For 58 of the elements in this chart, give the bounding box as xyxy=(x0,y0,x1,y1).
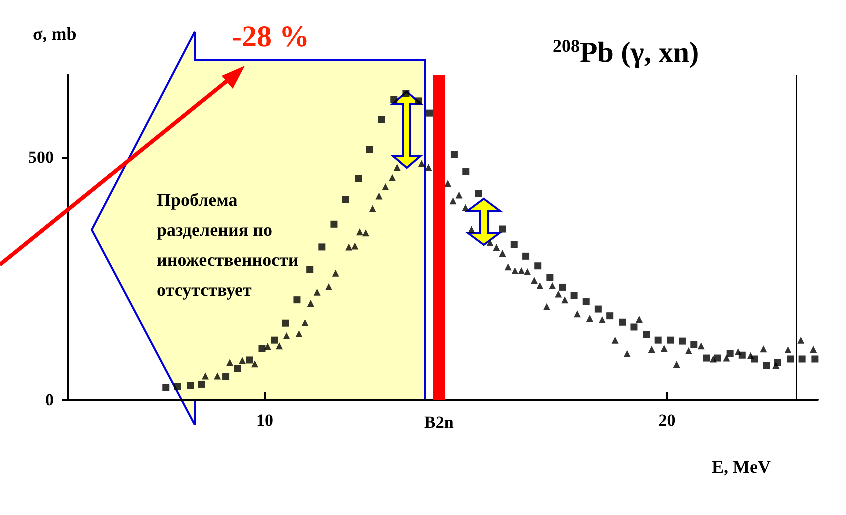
x-axis-title: E, MeV xyxy=(712,457,771,477)
point xyxy=(330,220,338,228)
point xyxy=(510,241,518,248)
point xyxy=(667,336,674,344)
point xyxy=(546,274,554,282)
point xyxy=(763,362,770,370)
point xyxy=(812,356,819,363)
point xyxy=(499,226,506,233)
point xyxy=(378,116,386,124)
point xyxy=(570,292,578,300)
ref-line-label: B2n xyxy=(424,413,454,432)
point xyxy=(342,196,350,204)
point xyxy=(619,318,626,326)
point xyxy=(606,312,614,320)
point xyxy=(690,341,698,348)
point xyxy=(787,356,794,363)
point xyxy=(450,151,458,158)
point xyxy=(234,365,242,372)
point xyxy=(798,356,806,363)
point xyxy=(559,284,566,291)
point xyxy=(522,252,530,260)
point xyxy=(594,306,602,313)
point xyxy=(366,146,374,154)
point xyxy=(306,266,314,274)
y-tick-label: 500 xyxy=(28,148,54,167)
point xyxy=(714,354,722,362)
point xyxy=(390,96,398,104)
point xyxy=(294,296,301,304)
point xyxy=(198,380,206,388)
point xyxy=(258,345,266,352)
point xyxy=(222,373,230,380)
point xyxy=(678,338,686,345)
point xyxy=(271,336,278,344)
point xyxy=(704,354,711,362)
y-tick-label: 0 xyxy=(46,390,54,410)
point xyxy=(475,190,482,198)
point xyxy=(643,332,650,338)
point xyxy=(630,324,638,331)
point xyxy=(282,320,290,327)
point xyxy=(415,98,422,105)
annotation: Проблема разделения по иножественности отсутствует xyxy=(157,190,299,300)
point xyxy=(726,350,734,358)
point xyxy=(187,382,194,390)
x-tick-label: 10 xyxy=(256,411,274,430)
point xyxy=(654,336,662,344)
point xyxy=(402,90,410,98)
point xyxy=(534,262,542,270)
point xyxy=(318,244,326,251)
point xyxy=(246,356,254,364)
point xyxy=(426,110,434,117)
point xyxy=(355,175,362,182)
point xyxy=(582,298,590,306)
y-axis-title: σ, mb xyxy=(33,24,77,44)
point xyxy=(174,383,182,390)
point xyxy=(162,384,170,392)
text: -28 % xyxy=(232,20,310,54)
x-tick-label: 20 xyxy=(658,411,676,430)
point xyxy=(462,168,470,176)
